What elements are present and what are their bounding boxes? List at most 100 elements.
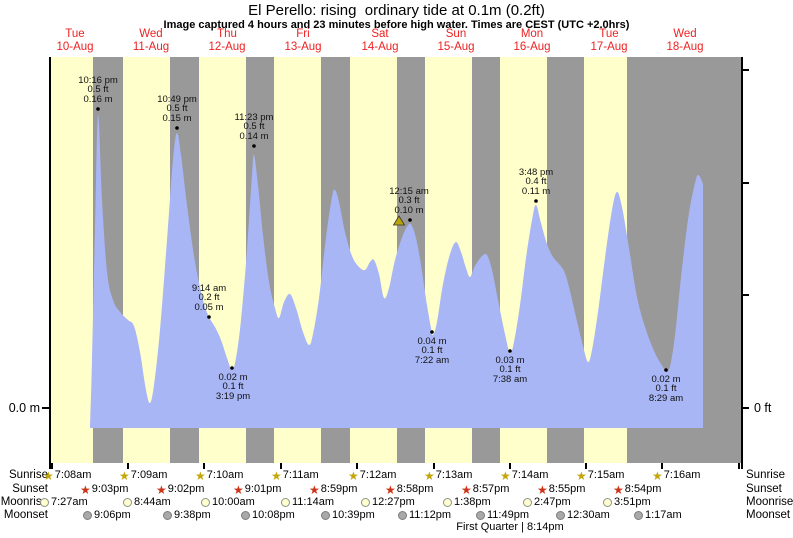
astro-time: 11:49pm (487, 509, 529, 521)
annotation-line: 12:15 am (389, 185, 429, 197)
moonset-item: 11:49pm (476, 509, 529, 522)
sunrise-star-icon: ★ (576, 468, 587, 483)
page-title: El Perello: rising ordinary tide at 0.1m… (248, 2, 545, 19)
right-axis-tick (742, 407, 749, 409)
x-axis-tick (585, 463, 587, 469)
day-date: 16-Aug (513, 41, 551, 53)
x-axis-tick (356, 463, 358, 469)
annotation-line: 0.16 m (83, 93, 113, 105)
moonset-circle-icon (634, 511, 643, 520)
astro-time: 9:02pm (167, 483, 205, 495)
day-band (584, 57, 627, 463)
astro-time: 9:38pm (174, 509, 211, 521)
astro-time: 7:27am (51, 496, 88, 508)
tide-event-annotation: 0.03 m 0.1 ft 7:38 am (480, 356, 540, 385)
day-label-18-Aug: Wed 18-Aug (647, 28, 723, 54)
sunset-item: ★ 9:01pm (233, 483, 281, 496)
sunrise-item: ★ 7:10am (195, 469, 243, 482)
astro-time: 8:58pm (396, 483, 434, 495)
day-name: Fri (296, 28, 310, 40)
astro-time: 8:57pm (472, 483, 510, 495)
sunrise-item: ★ 7:15am (576, 469, 624, 482)
annotation-line: 0.5 ft (243, 121, 265, 133)
tide-event-annotation: 0.02 m 0.1 ft 8:29 am (636, 374, 696, 404)
sunrise-star-icon: ★ (271, 468, 282, 483)
moonset-item: 1:17am (634, 509, 682, 522)
x-axis-tick (51, 463, 53, 469)
right-axis-tick (742, 182, 749, 184)
row-label-left-sunset: Sunset (12, 483, 48, 495)
sunset-star-icon: ★ (461, 482, 472, 497)
day-name: Wed (139, 28, 163, 40)
tide-event-annotation: 10:49 pm 0.5 ft 0.15 m (147, 93, 207, 123)
moonset-item: 12:30am (556, 509, 610, 522)
annotation-line: 7:22 am (414, 354, 450, 366)
night-band (472, 57, 500, 463)
moonset-circle-icon (398, 511, 407, 520)
x-axis-tick (509, 463, 511, 469)
sunset-item: ★ 9:03pm (80, 483, 128, 496)
sunset-item: ★ 9:02pm (156, 483, 204, 496)
moonrise-circle-icon (281, 498, 290, 507)
annotation-line: 3:19 pm (215, 390, 251, 402)
annotation-line: 0.02 m (651, 374, 681, 385)
day-band (425, 57, 472, 463)
x-axis-tick (433, 463, 435, 469)
moonset-item: 10:08pm (241, 509, 295, 522)
sunrise-star-icon: ★ (500, 468, 511, 483)
moonset-circle-icon (83, 511, 92, 520)
annotation-line: 0.02 m (218, 372, 248, 383)
annotation-line: 10:16 pm (78, 74, 118, 86)
sunrise-star-icon: ★ (652, 468, 663, 483)
annotation-line: 0.14 m (239, 130, 269, 142)
astro-time: 7:10am (206, 469, 244, 481)
moonset-circle-icon (321, 511, 330, 520)
moonrise-item: 1:38pm (443, 496, 491, 509)
tide-event-annotation: 0.02 m 0.1 ft 3:19 pm (203, 372, 263, 402)
moonrise-circle-icon (123, 498, 132, 507)
day-date: 12-Aug (208, 41, 246, 53)
day-name: Tue (599, 28, 619, 40)
day-label-15-Aug: Sun 15-Aug (418, 28, 494, 54)
annotation-line: 0.3 ft (398, 195, 420, 207)
astro-time: 10:00am (212, 496, 255, 508)
sunrise-star-icon: ★ (119, 468, 130, 483)
tide-event-annotation: 11:23 pm 0.5 ft 0.14 m (224, 112, 284, 142)
sunrise-star-icon: ★ (195, 468, 206, 483)
day-band (350, 57, 397, 463)
astro-time: 9:06pm (94, 509, 131, 521)
astro-time: 7:14am (511, 469, 549, 481)
moonset-item: 9:06pm (83, 509, 131, 522)
day-label-17-Aug: Tue 17-Aug (571, 28, 647, 54)
row-label-left-moonset: Moonset (3, 509, 48, 521)
moonrise-item: 10:00am (201, 496, 255, 509)
astro-time: 7:09am (130, 469, 168, 481)
day-band (51, 57, 93, 463)
sunset-star-icon: ★ (385, 482, 396, 497)
moonset-circle-icon (163, 511, 172, 520)
day-name: Tue (65, 28, 85, 40)
sunrise-item: ★ 7:14am (500, 469, 548, 482)
sunset-item: ★ 8:59pm (309, 483, 357, 496)
astro-time: 9:01pm (244, 483, 282, 495)
sunset-star-icon: ★ (537, 482, 548, 497)
row-label-left-sunrise: Sunrise (9, 469, 48, 481)
day-date: 10-Aug (56, 41, 94, 53)
astro-time: 7:11am (282, 469, 319, 481)
right-axis-tick (742, 294, 749, 296)
day-label-13-Aug: Fri 13-Aug (265, 28, 341, 54)
annotation-line: 10:49 pm (157, 93, 197, 105)
sunset-star-icon: ★ (309, 482, 320, 497)
annotation-line: 0.5 ft (87, 84, 109, 96)
sunset-star-icon: ★ (156, 482, 167, 497)
moonset-circle-icon (476, 511, 485, 520)
annotation-line: 0.11 m (521, 185, 551, 197)
tide-event-annotation: 9:14 am 0.2 ft 0.05 m (179, 283, 239, 312)
astro-time: 11:14am (292, 496, 334, 508)
moonrise-item: 8:44am (123, 496, 171, 509)
day-name: Wed (673, 28, 697, 40)
sunrise-star-icon: ★ (348, 468, 359, 483)
day-label-16-Aug: Mon 16-Aug (494, 28, 570, 54)
annotation-line: 7:38 am (492, 373, 528, 385)
day-label-10-Aug: Tue 10-Aug (37, 28, 113, 54)
